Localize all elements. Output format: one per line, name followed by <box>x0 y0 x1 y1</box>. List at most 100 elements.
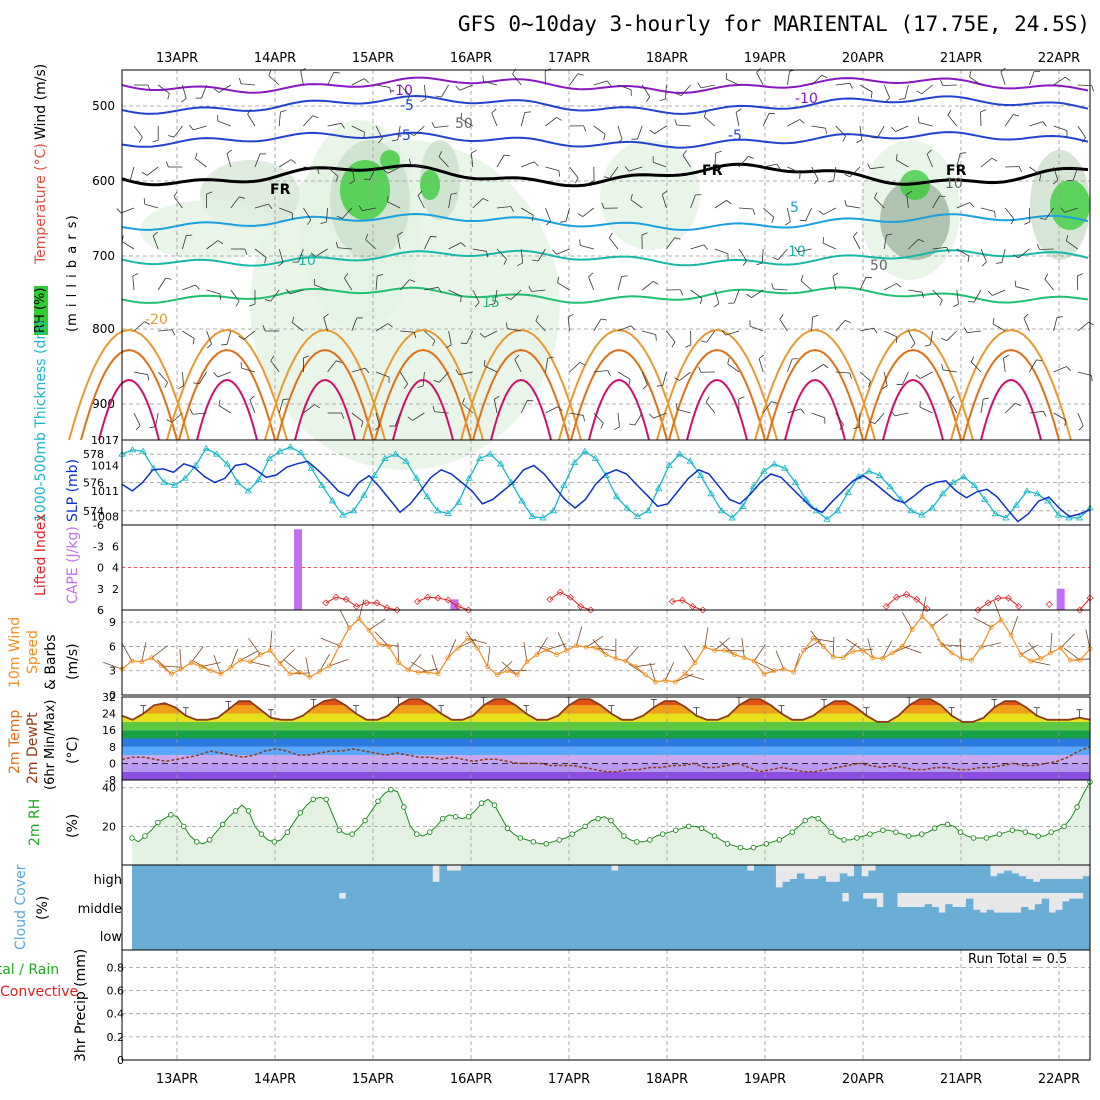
thickness-marker <box>307 464 316 471</box>
cloud-cell <box>789 879 798 893</box>
cloud-cell <box>221 893 229 921</box>
wind-barb-flag <box>785 221 791 226</box>
wind-barb <box>493 399 498 414</box>
cloud-cell <box>446 870 455 893</box>
wind-barb-flag <box>431 121 436 128</box>
thickness-marker <box>497 460 505 467</box>
contour-label: 10 <box>945 176 963 192</box>
wind-barb-flag <box>675 93 682 96</box>
cloud-cell <box>786 921 794 950</box>
cloud-cell <box>1021 907 1029 921</box>
cloud-cell <box>242 893 250 921</box>
cloud-cell <box>642 893 650 921</box>
wind-barb <box>1018 248 1030 259</box>
wind-speed-marker <box>277 661 283 666</box>
wind-barb <box>617 325 632 332</box>
wind-barb-flag <box>432 405 436 412</box>
cloud-cell <box>577 921 585 950</box>
wind-barb-flag <box>365 233 369 240</box>
cloud-cell <box>145 893 154 921</box>
wind-speed-marker <box>1057 645 1063 651</box>
wind-barb <box>254 153 261 168</box>
rh-marker <box>1035 833 1041 839</box>
wind-speed-marker <box>267 648 273 653</box>
wind-barb-flag <box>391 139 398 142</box>
wind-barb-flag <box>166 419 173 423</box>
wind-barb-flag <box>742 260 747 266</box>
thickness-marker <box>886 482 894 490</box>
li-marker <box>322 599 330 607</box>
precip-ylabel-1: Total / Rain <box>0 962 60 978</box>
wind-barb <box>1029 71 1035 86</box>
wind-barb <box>466 330 474 344</box>
cloud-cell <box>296 865 305 893</box>
contour-label: FR <box>702 163 723 179</box>
wind-barb <box>926 153 933 168</box>
wind-barb <box>337 247 352 250</box>
wind-barb <box>822 242 836 250</box>
wind-barb-10m <box>358 599 365 620</box>
wind-barb-10m <box>575 626 583 646</box>
wind-barb-flag <box>181 98 187 103</box>
wind-speed-marker <box>969 657 974 663</box>
thickness-marker <box>1054 511 1063 518</box>
wind-barb-flag <box>601 202 605 209</box>
cloud-cell <box>138 921 146 950</box>
wind-barb-10m <box>832 636 835 657</box>
wind-barb-10m <box>1050 632 1053 653</box>
wind-speed-marker <box>732 652 737 657</box>
wind-barb <box>690 244 705 250</box>
thickness-marker <box>739 502 747 509</box>
wind-barb <box>448 330 452 345</box>
date-label-top: 13APR <box>156 51 198 66</box>
temp-band <box>122 771 1090 780</box>
contour-label: 10 <box>788 244 806 260</box>
wind-speed-marker <box>751 658 757 664</box>
wind-barb <box>835 371 850 374</box>
wind-barb-flag <box>238 77 242 84</box>
cloud-cell <box>387 893 395 921</box>
wind-barb <box>980 399 984 414</box>
wind-barb-10m <box>775 650 785 670</box>
wind-barb-flag <box>818 210 824 215</box>
wind-barb-flag <box>960 152 967 154</box>
cloud-cell <box>210 865 219 893</box>
rh-marker <box>388 786 394 793</box>
cloud-cell <box>1018 876 1027 893</box>
wind-barb-10m <box>683 645 696 663</box>
wind-barb-flag <box>899 98 906 100</box>
wind-barb-10m <box>320 637 340 646</box>
date-label-bottom: 19APR <box>744 1072 786 1087</box>
cloud-cell <box>745 921 754 950</box>
wind-barb <box>582 207 595 217</box>
cloud-cell <box>524 893 533 921</box>
contour-label: 50 <box>455 116 473 132</box>
wind-barb <box>956 153 961 168</box>
cloud-cell <box>361 921 369 950</box>
wind-barb-flag <box>940 79 944 86</box>
cloud-cell <box>203 865 212 893</box>
cloud-cell <box>300 921 308 950</box>
wind-barb-flag <box>189 124 194 131</box>
cloud-cell <box>820 921 828 950</box>
wind-barb-flag <box>494 395 500 400</box>
thickness-marker <box>539 514 547 521</box>
wind-barb-10m <box>269 630 273 651</box>
wind-barb <box>413 125 425 136</box>
wind-barb <box>157 277 166 291</box>
dewpoint-line <box>121 746 1091 773</box>
wind-barb <box>894 412 909 417</box>
wind-barb-flag <box>915 374 921 379</box>
wind-barb <box>472 248 487 252</box>
wind-barb <box>617 125 623 140</box>
cloud-cell <box>631 921 639 950</box>
cloud-cell <box>1069 898 1077 921</box>
wind-speed-marker <box>386 644 392 649</box>
wind-barb-flag <box>438 151 443 157</box>
wind-barb-flag <box>358 205 363 211</box>
wind-barb <box>593 412 604 424</box>
date-label-top: 22APR <box>1038 51 1080 66</box>
cloud-cell <box>1034 904 1043 921</box>
wind-barb <box>1045 207 1054 220</box>
